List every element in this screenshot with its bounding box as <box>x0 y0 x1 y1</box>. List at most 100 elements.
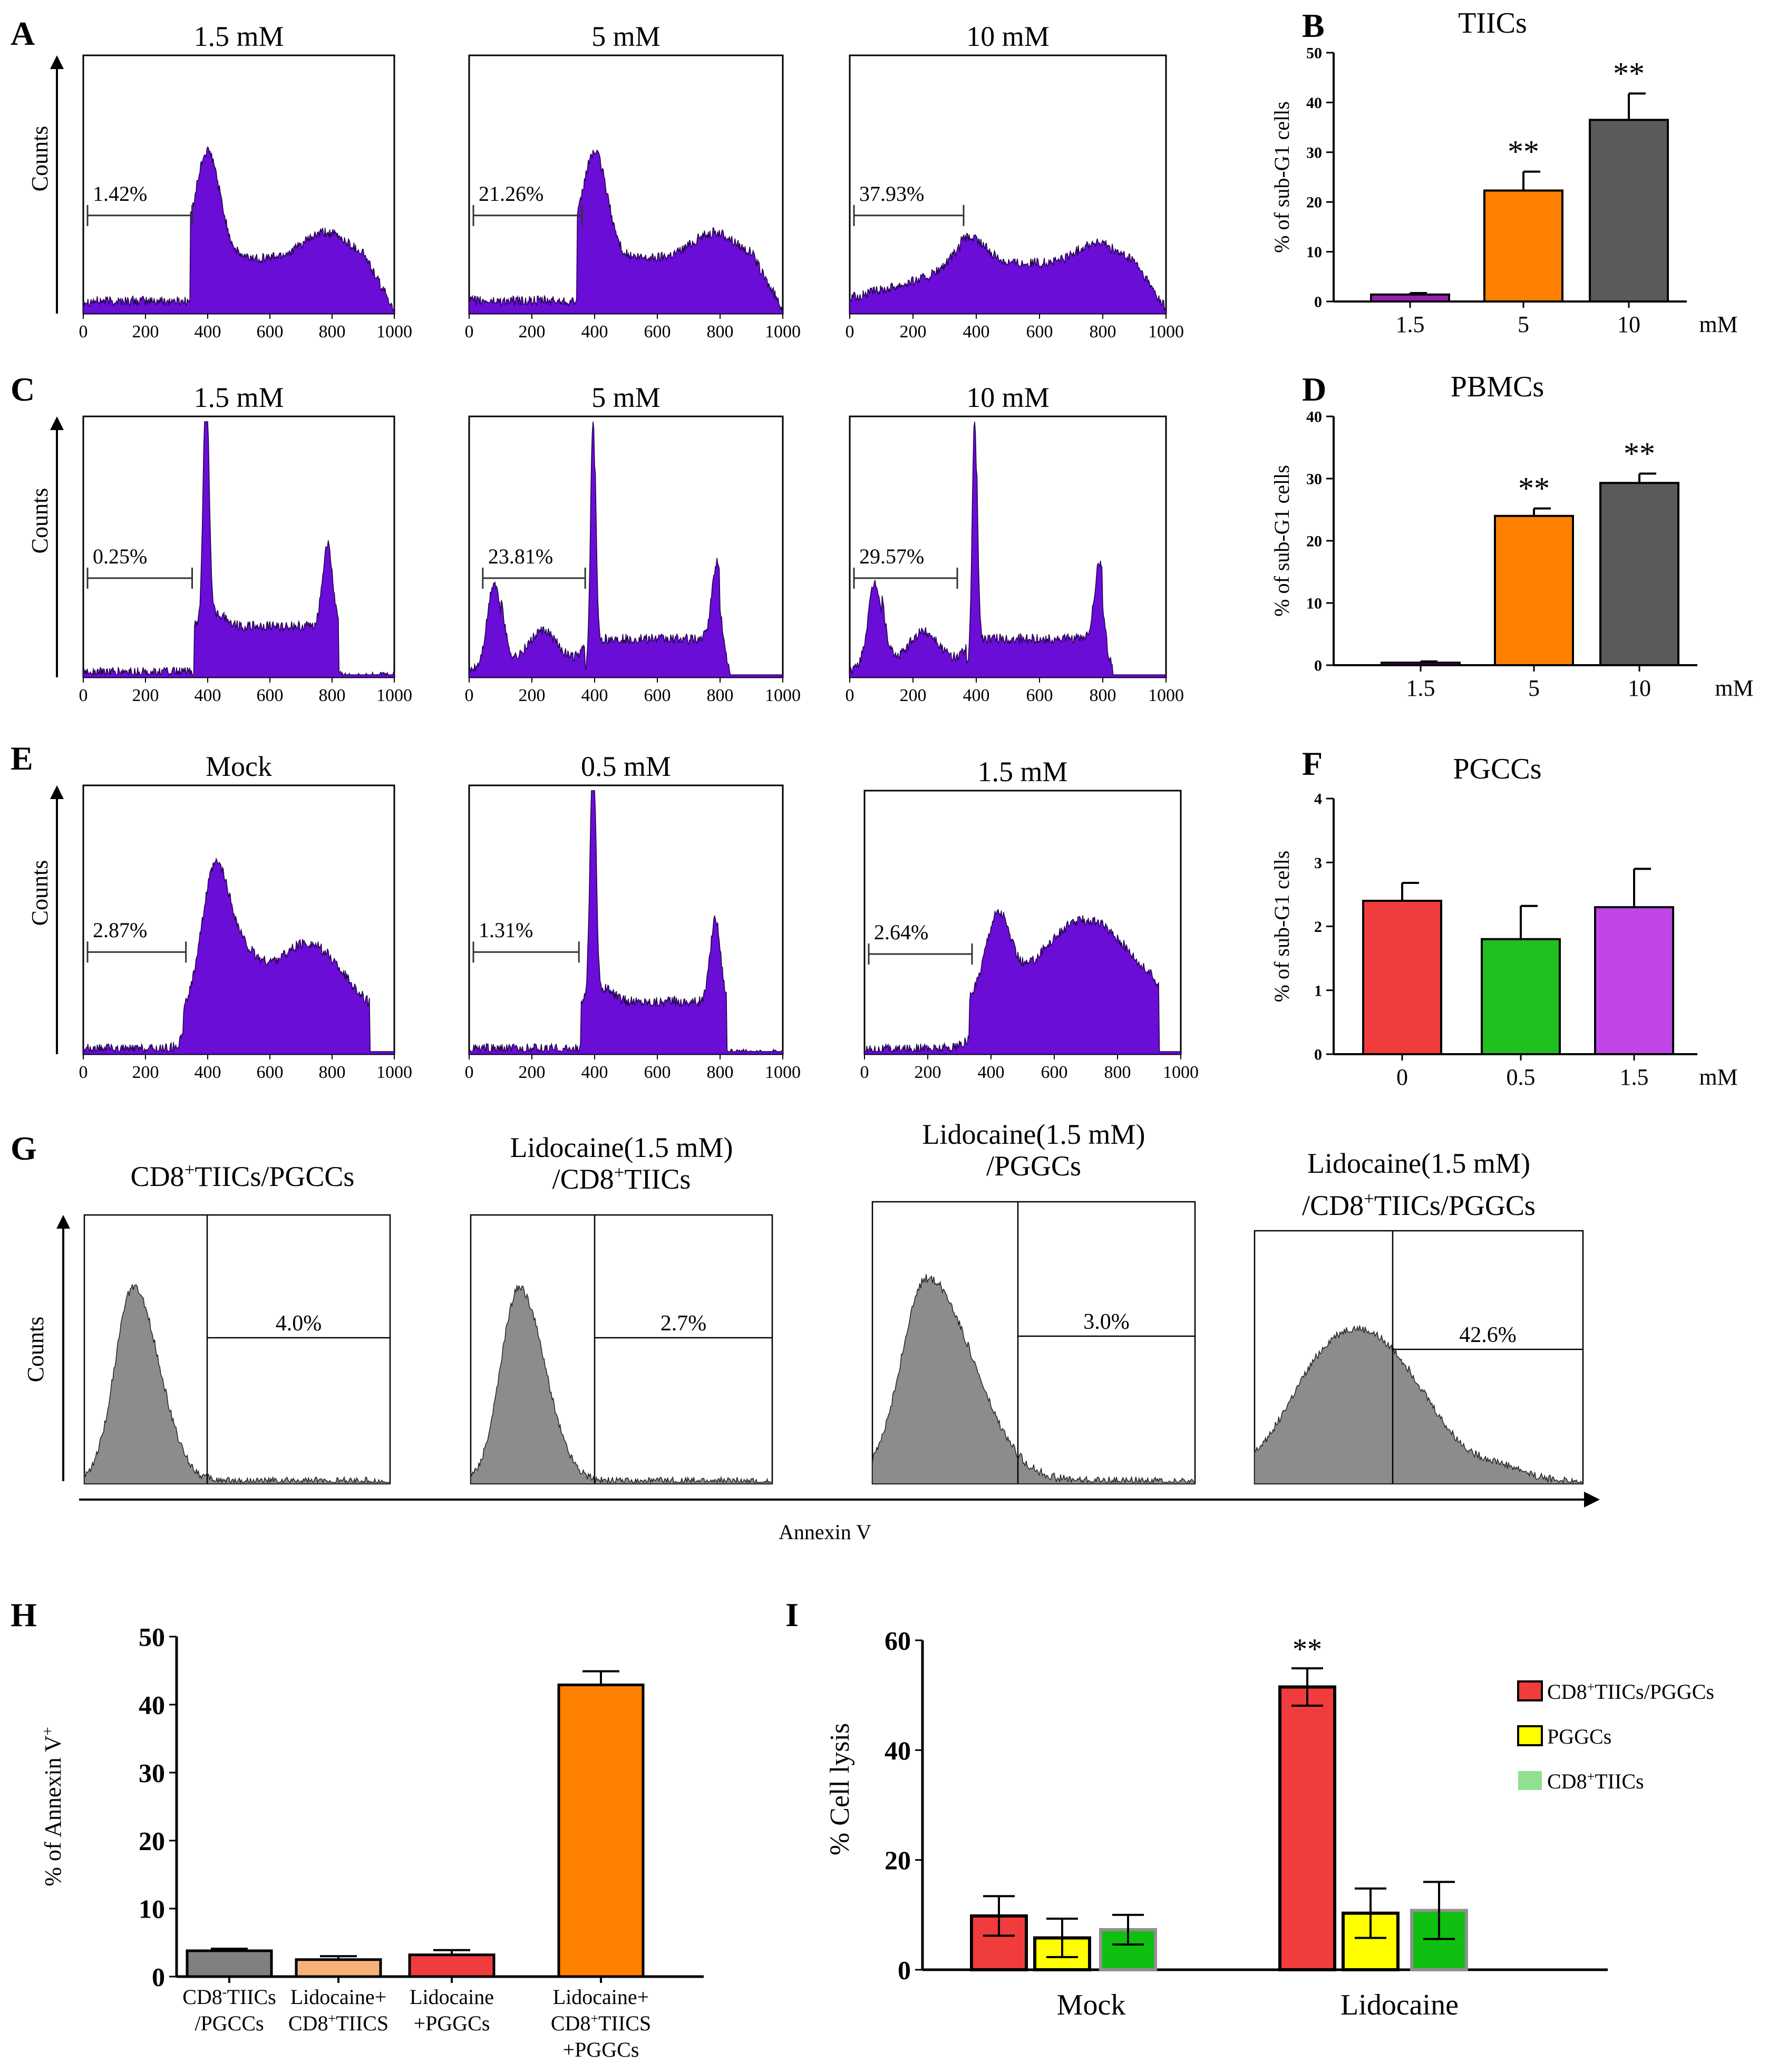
x-tick-label: 1000 <box>1148 686 1184 705</box>
annexin-histogram <box>84 1284 391 1484</box>
x-tick-label: 200 <box>132 686 159 705</box>
annexin-title-line1-main: Lidocaine(1.5 mM) <box>922 1118 1145 1150</box>
gate-label: 3.0% <box>1083 1310 1130 1334</box>
x-category-label-main: /PGCCs <box>195 2011 264 2035</box>
histogram-area <box>864 909 1181 1055</box>
annexin-title-line2-rest: TIICs <box>624 1163 691 1195</box>
histogram-title: 1.5 mM <box>193 382 284 413</box>
panel-letter-C: C <box>11 371 35 408</box>
x-tick-label: 800 <box>319 686 346 705</box>
x-tick-label: 400 <box>195 686 221 705</box>
y-tick-label: 30 <box>1306 471 1322 488</box>
histogram-area <box>83 421 395 678</box>
x-category-label: +PGGCs <box>563 2038 639 2061</box>
panel-letter-I: I <box>785 1596 799 1633</box>
legend-label-1-rest: TIICs/PGGCs <box>1595 1680 1714 1704</box>
annexin-title-line2-main: /CD8 <box>552 1163 614 1195</box>
y-tick-label: 20 <box>1306 533 1322 550</box>
annexin-plot-3: 3.0% Lidocaine(1.5 mM)/PGGCs <box>871 1118 1196 1485</box>
histogram-title: 0.5 mM <box>581 751 671 782</box>
x-tick-label: 200 <box>519 322 546 342</box>
x-tick-label: 400 <box>963 686 990 705</box>
histogram-C-2: 23.81% 5 mM 0 200 400 600 800 1000 <box>465 382 801 705</box>
legend-label-1-sup: + <box>1587 1679 1595 1695</box>
y-tick-label: 10 <box>1306 244 1322 261</box>
annexin-title-line1: CD8+TIICs/PGCCs <box>131 1160 355 1193</box>
annexin-title-line1-sup: + <box>184 1160 195 1180</box>
bar-1.5 <box>1381 662 1461 667</box>
x-tick-label: 0 <box>79 1063 88 1082</box>
y-tick-label: 0 <box>1314 657 1322 675</box>
x-tick-label: 400 <box>963 322 990 342</box>
x-tick-label: 800 <box>1090 322 1116 342</box>
counts-label-G: Counts <box>23 1317 48 1383</box>
y-tick-label: 0 <box>1314 1046 1322 1064</box>
x-tick-label: 600 <box>257 322 284 342</box>
gate-label: 1.42% <box>93 182 147 206</box>
legend-swatch-2 <box>1517 1725 1543 1746</box>
histogram-area <box>849 421 1167 678</box>
y-tick-label: 0 <box>898 1956 911 1985</box>
x-category-label-sup: + <box>328 2011 336 2026</box>
bar-1.5 <box>1594 906 1674 1055</box>
panel-letter-F: F <box>1302 745 1323 782</box>
bar-10 <box>1589 119 1669 303</box>
x-tick-label: 200 <box>132 322 159 342</box>
histogram-frame <box>468 415 784 678</box>
x-tick-label: 1000 <box>765 322 801 342</box>
y-tick-label: 10 <box>139 1894 165 1924</box>
y-tick-label: 3 <box>1314 854 1322 872</box>
panel-letter-G: G <box>11 1130 37 1167</box>
legend-label-2: PGGCs <box>1547 1725 1611 1748</box>
chart-title: TIICs <box>1458 7 1527 40</box>
x-tick-label: 600 <box>644 322 671 342</box>
histogram-area <box>469 149 783 314</box>
x-tick-label: 0.5 <box>1507 1064 1536 1090</box>
x-category-label-sup: + <box>590 2011 598 2026</box>
bar-3 <box>408 1953 496 1978</box>
gate-label: 4.0% <box>276 1311 322 1336</box>
histogram-frame <box>849 415 1167 678</box>
legend-swatch-3 <box>1518 1771 1542 1790</box>
x-category-label: CD8+TIICS <box>551 2011 651 2036</box>
x-tick-label: 400 <box>581 686 608 705</box>
counts-arrow-C-head <box>50 416 64 430</box>
x-tick-label: 0 <box>465 322 474 342</box>
x-tick-label: 800 <box>1090 686 1116 705</box>
bar-chart-B: 0 10 20 30 40 50 TIICs % of sub-G1 cells 1.5 5 ** 1… <box>1270 7 1738 337</box>
x-category-label-main: +PGGCs <box>414 2011 490 2035</box>
annexin-plot-1: 4.0% CD8+TIICs/PGCCs <box>83 1160 391 1485</box>
legend-label-1: CD8+TIICs/PGGCs <box>1547 1679 1714 1704</box>
x-tick-label: 200 <box>519 1063 546 1082</box>
annexin-title-line1: Lidocaine(1.5 mM) <box>922 1118 1145 1150</box>
x-tick-label: 1.5 <box>1406 675 1435 701</box>
unit-label: mM <box>1699 1064 1737 1090</box>
x-category-label-main: +PGGCs <box>563 2038 639 2061</box>
x-category-label-main: Lidocaine+ <box>553 1985 649 2009</box>
x-tick-label: 800 <box>707 686 734 705</box>
legend-swatch-1 <box>1517 1680 1543 1701</box>
bar-0.5 <box>1481 938 1561 1055</box>
x-tick-label: 5 <box>1528 675 1540 701</box>
x-tick-label: 1.5 <box>1620 1064 1649 1090</box>
x-tick-label: 400 <box>581 1063 608 1082</box>
legend-label-1-main: CD8 <box>1547 1680 1587 1704</box>
x-tick-label: 0 <box>846 322 854 342</box>
histogram-C-3: 29.57% 10 mM 0 200 400 600 800 1000 <box>846 382 1184 705</box>
annexin-axis-label: Annexin V <box>779 1520 871 1544</box>
x-category-label: Lidocaine+ <box>290 1985 386 2009</box>
annexin-title-line1-main: CD8 <box>131 1161 184 1192</box>
y-tick-label: 50 <box>1306 45 1322 62</box>
y-tick-label: 10 <box>1306 595 1322 612</box>
x-tick-label: 200 <box>900 322 927 342</box>
x-tick-label: 200 <box>519 686 546 705</box>
bar-2 <box>295 1958 382 1978</box>
y-axis-label: % of sub-G1 cells <box>1270 851 1294 1003</box>
x-tick-label: 600 <box>257 686 284 705</box>
x-tick-label: 200 <box>915 1063 941 1082</box>
counts-label-A: Counts <box>27 126 53 192</box>
panel-letter-D: D <box>1302 371 1326 408</box>
y-tick-label: 50 <box>139 1622 165 1652</box>
y-axis-label: % of sub-G1 cells <box>1270 465 1294 617</box>
bar-chart-D: 0 10 20 30 40 PBMCs % of sub-G1 cells 1.5 5 ** 10 *… <box>1270 371 1754 701</box>
